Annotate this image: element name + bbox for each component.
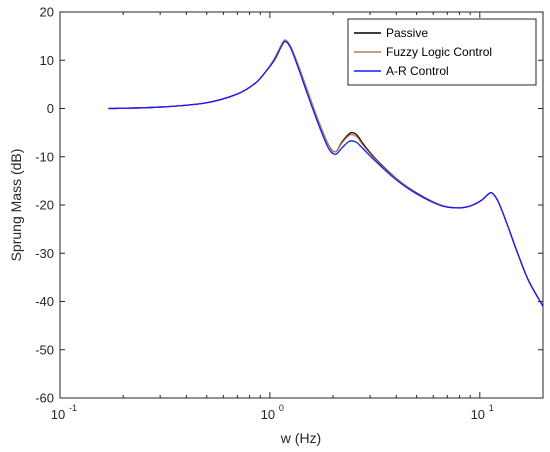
- x-tick-label: 10: [261, 407, 275, 422]
- series-lines: [108, 39, 543, 307]
- series-line-a-r-control: [108, 40, 543, 307]
- y-tick-label: 20: [40, 5, 54, 20]
- x-tick-label: 10: [51, 407, 65, 422]
- y-tick-label: -40: [35, 294, 54, 309]
- y-tick-label: -20: [35, 198, 54, 213]
- x-tick-label: 10: [471, 407, 485, 422]
- x-tick-exponent: -1: [69, 403, 77, 413]
- legend-label-a-r-control: A-R Control: [386, 64, 449, 78]
- y-tick-label: -10: [35, 149, 54, 164]
- y-tick-label: 10: [40, 53, 54, 68]
- y-tick-label: -50: [35, 342, 54, 357]
- x-tick-exponent: 0: [279, 403, 284, 413]
- y-tick-label: -60: [35, 391, 54, 406]
- x-axis-label: w (Hz): [280, 430, 321, 446]
- legend-label-fuzzy-logic-control: Fuzzy Logic Control: [386, 45, 492, 59]
- legend: Passive Fuzzy Logic Control A-R Control: [347, 18, 537, 86]
- legend-label-passive: Passive: [386, 26, 428, 40]
- y-tick-label: 0: [47, 101, 54, 116]
- x-tick-exponent: 1: [489, 403, 494, 413]
- y-tick-label: -30: [35, 246, 54, 261]
- y-axis-label: Sprung Mass (dB): [8, 149, 24, 262]
